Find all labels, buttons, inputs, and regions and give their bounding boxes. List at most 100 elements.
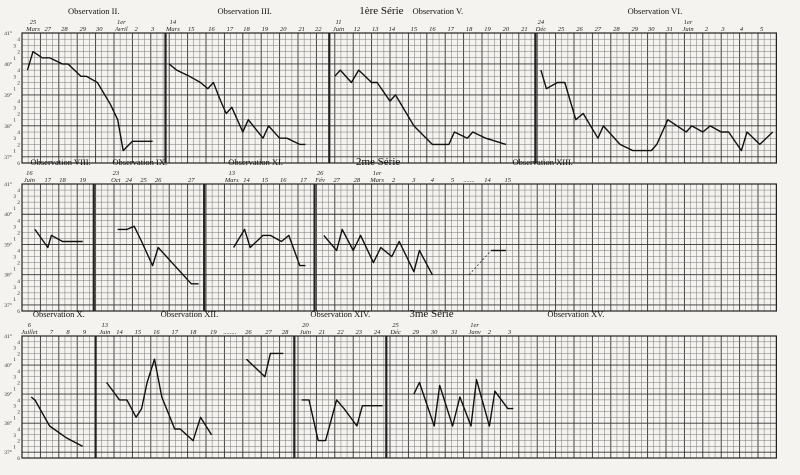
y-tick-label: 2: [17, 81, 20, 87]
observation-title: Observation IX.: [112, 157, 167, 167]
y-tick-label: 41°: [4, 181, 12, 188]
temperature-line-obs-2: [26, 50, 153, 152]
observation-title: Observation XII.: [161, 309, 219, 319]
day-label: 21: [298, 26, 305, 33]
y-tick-label: 4: [17, 37, 20, 43]
y-tick-label: 2: [17, 200, 20, 206]
temperature-line-obs-12a: [106, 358, 213, 442]
day-label: 1er Avril: [114, 19, 128, 33]
day-label: 17: [447, 26, 454, 33]
y-tick-label: 4: [17, 369, 20, 375]
y-tick-label: 39°: [4, 391, 12, 398]
day-label: 30: [95, 26, 103, 33]
y-tick-label: 2: [17, 439, 20, 445]
y-tick-label: 2: [17, 261, 20, 267]
day-label: 2: [488, 329, 492, 336]
y-tick-label: 37°: [4, 154, 12, 161]
day-label: 18: [466, 26, 473, 33]
y-tick-label: 4: [17, 188, 20, 194]
panel-frame: [21, 183, 778, 312]
day-label: 4: [431, 177, 435, 184]
day-label: 19: [210, 329, 217, 336]
y-tick-label: 3: [13, 224, 16, 230]
temperature-line-obs-9: [117, 225, 199, 285]
y-tick-label: 1: [13, 357, 16, 363]
temperature-line-obs-10: [30, 396, 84, 448]
day-label: 26: [155, 177, 162, 184]
day-label: 25: [140, 177, 147, 184]
y-tick-label: 3: [13, 105, 16, 111]
day-label: 30: [430, 329, 438, 336]
day-label: 20 Juin: [300, 322, 311, 336]
day-label: 14 Mars: [165, 19, 180, 33]
observation-title: Observation III.: [217, 6, 271, 16]
y-tick-label: 1: [13, 149, 16, 155]
y-tick-label: 4: [17, 99, 20, 105]
day-label: 6 Juillet: [21, 322, 37, 336]
day-label: 28: [282, 329, 289, 336]
panel-frame: [21, 32, 778, 164]
temperature-line-obs-13-dotted: [468, 250, 492, 275]
observation-title: Observation VI.: [628, 6, 683, 16]
day-label: 15: [262, 177, 269, 184]
day-label: 15: [135, 329, 142, 336]
serie-title: 1ère Série: [359, 5, 403, 17]
day-label: 20: [503, 26, 510, 33]
y-tick-label: 2: [17, 142, 20, 148]
temperature-line-obs-6: [540, 69, 774, 152]
day-label: 17: [300, 177, 307, 184]
temperature-line-obs-11: [233, 228, 306, 267]
y-tick-label: 1: [13, 118, 16, 124]
day-label: 26: [245, 329, 252, 336]
day-label: 2: [705, 26, 709, 33]
day-label: 13 Juin: [99, 322, 110, 336]
day-label: 3: [150, 26, 155, 33]
day-label: 29: [413, 329, 420, 336]
day-label: 30: [647, 26, 655, 33]
observation-title: Observation XIII.: [513, 157, 573, 167]
y-tick-label: 1: [13, 236, 16, 242]
y-tick-label: 38°: [4, 123, 12, 130]
observation-title: Observation II.: [68, 6, 119, 16]
day-label: 7: [50, 329, 54, 336]
day-label: 14: [484, 177, 491, 184]
day-label: 3: [720, 26, 725, 33]
y-tick-label: 1: [13, 415, 16, 421]
day-label: 24: [125, 177, 132, 184]
serie-title: 2me Série: [356, 156, 400, 168]
y-tick-label: 6: [17, 309, 20, 315]
day-label: 15: [188, 26, 195, 33]
y-tick-label: 6: [17, 456, 20, 462]
day-label: 25: [558, 26, 565, 33]
day-label: 28: [613, 26, 620, 33]
day-label: 31: [450, 329, 458, 336]
day-label: 1er Janv: [468, 322, 480, 336]
y-tick-label: 3: [13, 433, 16, 439]
y-tick-label: 2: [17, 230, 20, 236]
y-tick-label: 39°: [4, 92, 12, 99]
y-tick-label: 3: [13, 375, 16, 381]
y-tick-label: 1: [13, 56, 16, 62]
day-label: 9: [83, 329, 87, 336]
day-label: 28: [354, 177, 361, 184]
day-label: 18: [243, 26, 250, 33]
y-tick-label: 40°: [4, 61, 12, 68]
day-label: 17: [227, 26, 234, 33]
y-tick-label: 4: [17, 427, 20, 433]
day-label: .......: [463, 177, 475, 184]
y-tick-label: 1: [13, 297, 16, 303]
observation-title: Observation XI.: [228, 157, 283, 167]
y-tick-label: 3: [13, 346, 16, 352]
y-tick-label: 38°: [4, 272, 12, 279]
y-tick-label: 4: [17, 279, 20, 285]
day-label: 16: [153, 329, 160, 336]
y-tick-label: 3: [13, 194, 16, 200]
y-tick-label: 2: [17, 410, 20, 416]
day-label: 15: [411, 26, 418, 33]
day-label: 18: [59, 177, 66, 184]
day-label: 24 Déc: [535, 19, 547, 33]
y-tick-label: 4: [17, 249, 20, 255]
